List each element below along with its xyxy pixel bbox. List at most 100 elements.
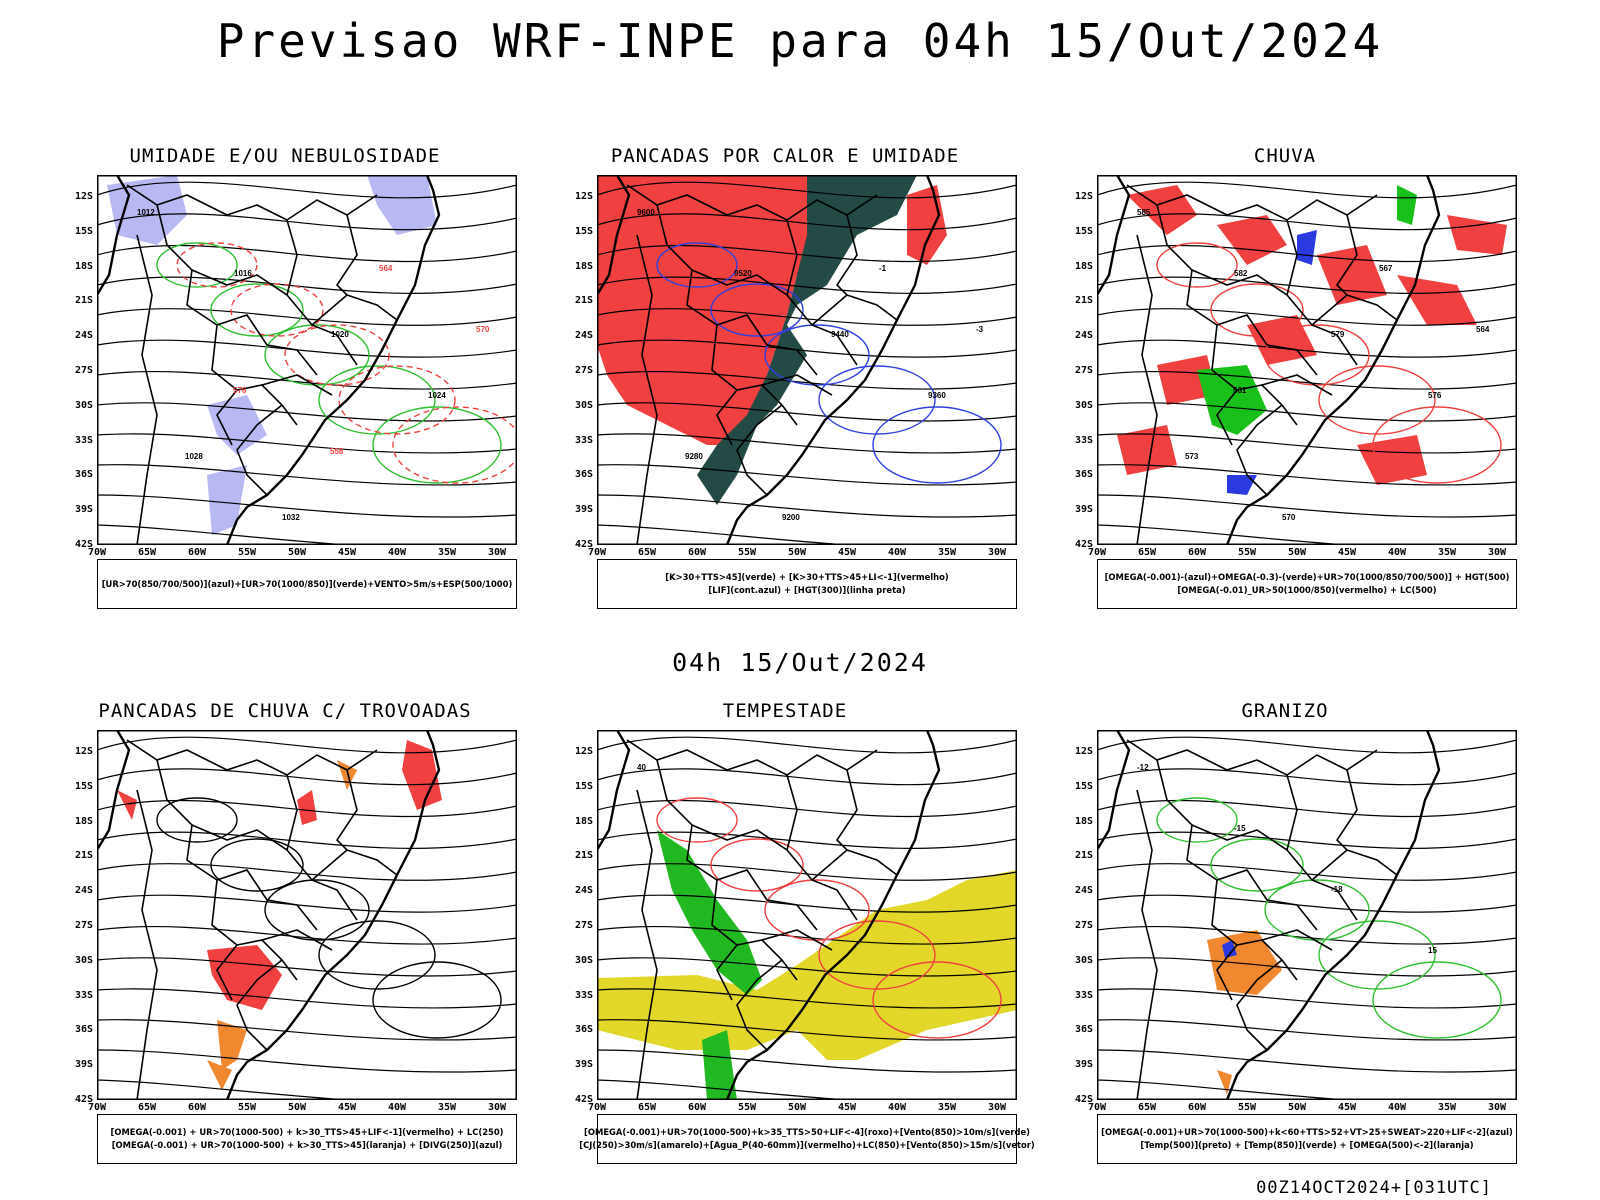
isoline (1097, 524, 1358, 545)
country-border (636, 789, 658, 1100)
isoline (597, 244, 1017, 263)
longitude-label: 45W (337, 1102, 357, 1113)
latitude-label: 18S (574, 815, 593, 827)
coastline (1097, 730, 1441, 1100)
panel-title: CHUVA (1253, 145, 1317, 167)
isoline (97, 863, 517, 881)
legend-text: [UR>70(850/700/500)](azul)+[UR>70(1000/8… (101, 578, 513, 589)
country-border (1216, 389, 1238, 446)
latitude-label: 42S (1074, 539, 1093, 550)
latitude-label: 21S (1074, 850, 1093, 862)
country-border (761, 929, 833, 951)
longitude-label: 50W (787, 547, 807, 558)
contour-label: 576 (233, 386, 247, 395)
country-border (1236, 404, 1283, 496)
country-border (626, 739, 878, 776)
latitude-label: 39S (1074, 504, 1093, 516)
colored-contour (1156, 797, 1238, 843)
country-border (1311, 849, 1398, 881)
contour-label: 15 (1428, 946, 1437, 955)
longitude-label: 30W (487, 1102, 507, 1113)
country-border (1311, 294, 1398, 326)
longitude-label: 40W (387, 547, 407, 558)
country-border (835, 769, 858, 851)
map-area (97, 730, 517, 1100)
latitude-label: 21S (74, 850, 93, 862)
latitude-label: 33S (574, 434, 593, 446)
latitude-label: 30S (1074, 954, 1093, 966)
map-area: -12 -15 -18 15 (1097, 730, 1517, 1100)
isoline (597, 768, 1017, 786)
contour-label: 1020 (331, 330, 349, 339)
longitude-label: 70W (587, 547, 607, 558)
contour-label: -18 (1331, 885, 1343, 894)
latitude-label: 36S (574, 469, 593, 481)
latitude-label: 21S (574, 295, 593, 307)
longitude-label: 30W (987, 547, 1007, 558)
run-timestamp: 00Z14OCT2024+[031UTC] (1256, 1178, 1492, 1198)
longitude-label: 45W (1337, 1102, 1357, 1113)
longitude-label: 45W (1337, 547, 1357, 558)
colored-contour (264, 324, 370, 386)
contour-label: 564 (1476, 325, 1490, 334)
contour-label: 1024 (428, 391, 446, 400)
isoline (97, 244, 517, 263)
colored-contour (1210, 838, 1304, 892)
latitude-label: 42S (1074, 1094, 1093, 1105)
latitude-label: 21S (74, 295, 93, 307)
shaded-field (657, 830, 762, 1100)
contour-label: 9600 (637, 208, 655, 217)
contour-label: 561 (1233, 386, 1247, 395)
longitude-label: 35W (937, 547, 957, 558)
isoline (1097, 464, 1517, 486)
colored-contour (264, 879, 370, 941)
longitude-label: 35W (437, 1102, 457, 1113)
isoline (597, 524, 858, 545)
isoline (1097, 894, 1517, 913)
isoline (1097, 402, 1517, 422)
isoline (597, 213, 1017, 231)
latitude-label: 33S (1074, 989, 1093, 1001)
latitude-label: 12S (1074, 191, 1093, 202)
contour-label: 570 (1282, 513, 1296, 522)
latitude-label: 21S (1074, 295, 1093, 307)
isoline (97, 1049, 517, 1073)
isoline (1097, 181, 1517, 199)
country-border (716, 944, 738, 1001)
longitude-label: 55W (737, 1102, 757, 1113)
legend-text: [CJ(250)>30m/s](amarelo)+[Agua_P(40-60mm… (579, 1140, 1035, 1150)
contour-label: 1032 (282, 513, 300, 522)
latitude-label: 42S (574, 539, 593, 550)
isoline (1097, 863, 1517, 881)
contour-label: 558 (330, 447, 344, 456)
country-border (261, 929, 333, 951)
contour-label: 40 (637, 763, 646, 772)
longitude-label: 65W (637, 1102, 657, 1113)
latitude-label: 15S (574, 780, 593, 792)
country-border (786, 774, 798, 851)
isoline (1097, 1049, 1517, 1073)
latitude-label: 12S (574, 191, 593, 202)
legend-text: [OMEGA(-0.001)+UR>70(1000-500)+k>35_TTS>… (584, 1127, 1030, 1137)
isoline (1097, 831, 1517, 849)
longitude-label: 30W (987, 1102, 1007, 1113)
country-border (736, 404, 783, 496)
country-border (156, 204, 318, 376)
contour-label: 9360 (928, 391, 946, 400)
longitude-label: 70W (87, 1102, 107, 1113)
country-border (1126, 739, 1378, 776)
country-border (126, 184, 378, 221)
coastline (597, 175, 941, 545)
longitude-label: 30W (1487, 1102, 1507, 1113)
country-border (636, 234, 658, 545)
legend-box: [K>30+TTS>45](verde) + [K>30+TTS>45+LI<-… (597, 559, 1017, 609)
country-border (311, 849, 398, 881)
latitude-label: 36S (1074, 469, 1093, 481)
isoline (97, 831, 517, 849)
longitude-label: 55W (237, 1102, 257, 1113)
map-panel: UMIDADE E/OU NEBULOSIDADE 12S 15S 18S 21S 24S… (45, 145, 525, 625)
isoline (97, 957, 517, 977)
colored-contour (818, 365, 936, 435)
longitude-label: 65W (1137, 1102, 1157, 1113)
isoline (597, 1049, 1017, 1073)
